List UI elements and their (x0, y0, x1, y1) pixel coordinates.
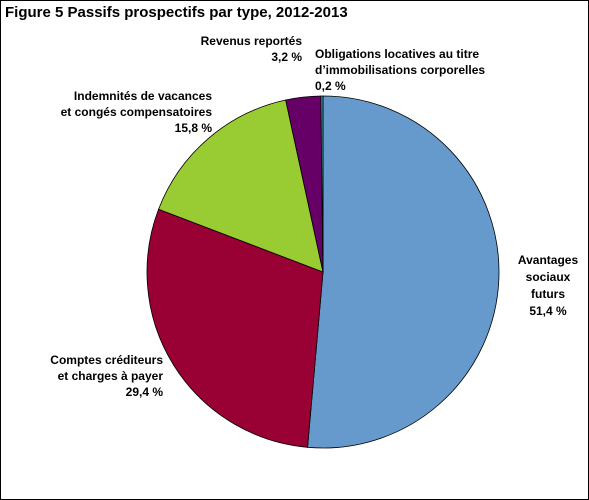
value-label: 51,4 % (529, 304, 567, 318)
value-label: 15,8 % (175, 121, 213, 135)
label-avantages-sociaux: Avantages sociaux futurs 51,4 % (518, 253, 579, 318)
label-indemnites-vacances: Indemnités de vacances et congés compensa… (61, 89, 213, 135)
label-obligations-locatives: Obligations locatives au titre d’immobili… (315, 47, 485, 93)
value-label: 0,2 % (315, 79, 346, 93)
slice-comptes-crediteurs (146, 208, 324, 448)
chart-title: Figure 5 Passifs prospectifs par type, 2… (5, 4, 348, 21)
slice-avantages-sociaux (307, 95, 500, 449)
label-comptes-crediteurs: Comptes créditeurs et charges à payer 29,4… (50, 353, 163, 399)
value-label: 3,2 % (271, 50, 302, 64)
slice-indemnites-vacances (158, 99, 324, 273)
slice-obligations-locatives (320, 95, 324, 273)
value-label: 29,4 % (126, 385, 164, 399)
label-revenus-reportes: Revenus reportés 3,2 % (201, 34, 303, 64)
